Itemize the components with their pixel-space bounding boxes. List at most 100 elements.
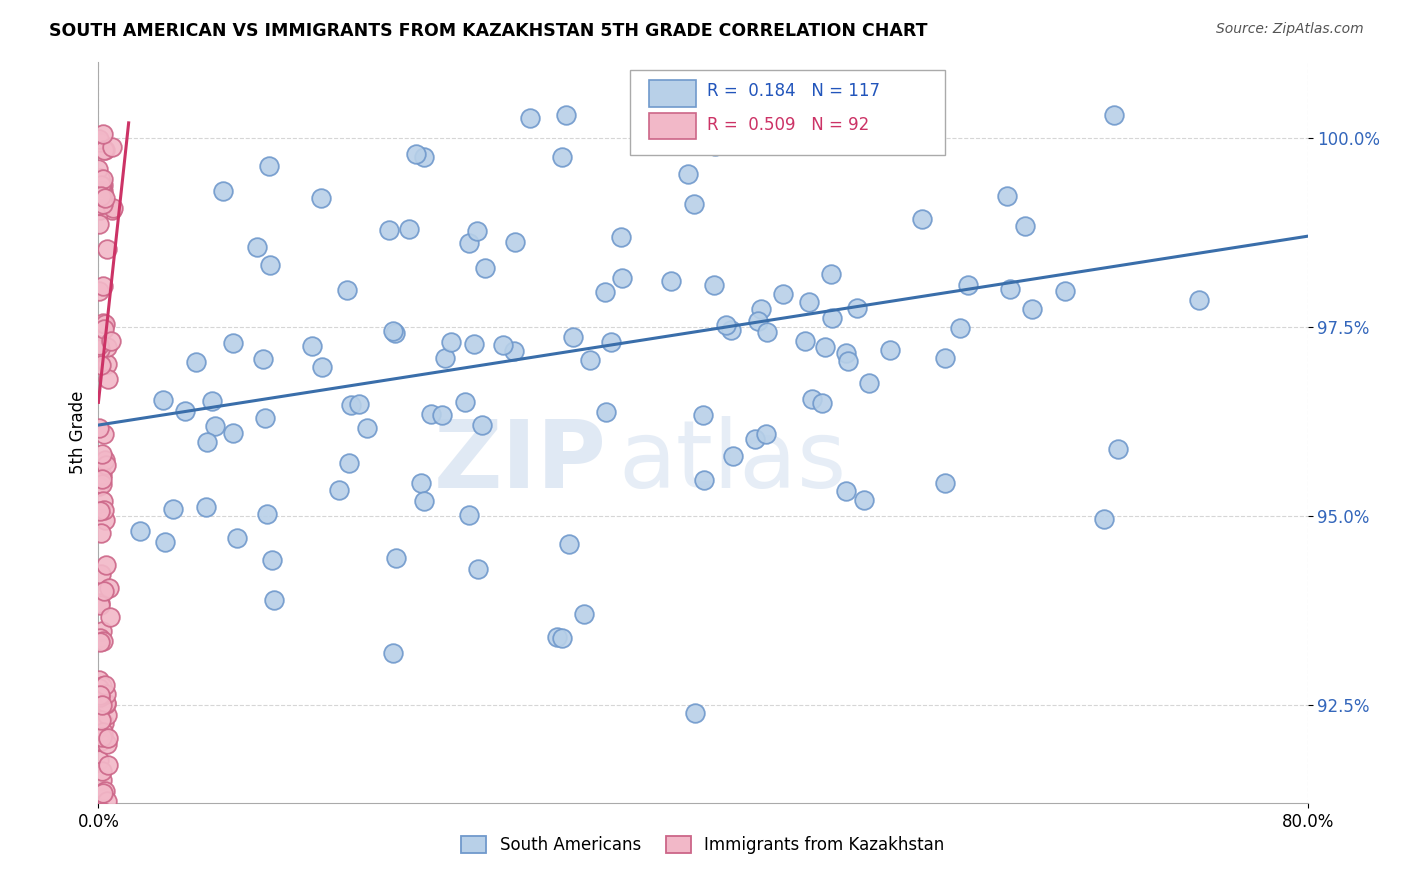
Point <box>93 143 115 157</box>
Point <box>382 646 405 660</box>
Point <box>96 340 118 354</box>
Point <box>254 411 277 425</box>
Point <box>610 271 633 285</box>
Point <box>995 189 1018 203</box>
Point <box>87 479 110 493</box>
Point <box>129 524 152 539</box>
Point <box>90 477 112 491</box>
FancyBboxPatch shape <box>648 80 696 107</box>
Point <box>89 135 111 149</box>
Point <box>377 223 399 237</box>
Point <box>340 398 363 412</box>
Point <box>91 194 114 208</box>
Point <box>204 419 226 434</box>
Point <box>412 494 434 508</box>
Point <box>336 284 359 298</box>
Point <box>90 358 112 372</box>
Point <box>721 449 744 463</box>
Point <box>328 483 350 497</box>
Point <box>699 113 721 128</box>
Point <box>467 562 489 576</box>
Point <box>96 757 118 772</box>
Point <box>458 508 481 523</box>
Point <box>97 581 120 595</box>
Text: R =  0.184   N = 117: R = 0.184 N = 117 <box>707 81 880 100</box>
Point <box>683 706 706 721</box>
Point <box>957 277 980 292</box>
Point <box>595 405 617 419</box>
Point <box>503 344 526 359</box>
Point <box>100 610 122 624</box>
Point <box>405 147 427 161</box>
Point <box>934 475 956 490</box>
Point <box>492 338 515 352</box>
Point <box>413 151 436 165</box>
Point <box>246 240 269 254</box>
Point <box>384 326 406 340</box>
Point <box>87 197 110 211</box>
Point <box>93 143 115 157</box>
Point <box>89 681 111 695</box>
Point <box>90 567 112 582</box>
Point <box>93 583 115 598</box>
Point <box>93 426 115 441</box>
Point <box>337 456 360 470</box>
Point <box>101 140 124 154</box>
Point <box>257 159 280 173</box>
Point <box>184 354 207 368</box>
Point <box>90 525 112 540</box>
Point <box>90 178 112 193</box>
Point <box>89 690 111 705</box>
Point <box>755 325 778 339</box>
Point <box>503 235 526 249</box>
Point <box>93 513 115 527</box>
Point <box>260 553 283 567</box>
Point <box>457 236 479 251</box>
Point <box>692 408 714 422</box>
Point <box>87 217 110 231</box>
Point <box>162 502 184 516</box>
Point <box>97 372 120 386</box>
Point <box>87 337 110 351</box>
Point <box>263 593 285 607</box>
Point <box>89 342 111 356</box>
Y-axis label: 5th Grade: 5th Grade <box>69 391 87 475</box>
Point <box>93 494 115 508</box>
Point <box>659 274 682 288</box>
Text: Source: ZipAtlas.com: Source: ZipAtlas.com <box>1216 22 1364 37</box>
Point <box>93 503 115 517</box>
Point <box>90 773 112 788</box>
Point <box>347 397 370 411</box>
Point <box>879 343 901 357</box>
Point <box>749 301 772 316</box>
Point <box>91 316 114 330</box>
Point <box>91 805 114 819</box>
FancyBboxPatch shape <box>648 112 696 139</box>
Point <box>382 324 405 338</box>
Point <box>835 484 858 499</box>
Point <box>811 395 834 409</box>
Point <box>96 688 118 702</box>
Point <box>222 425 245 440</box>
Point <box>89 171 111 186</box>
Point <box>551 631 574 645</box>
Point <box>1092 512 1115 526</box>
Point <box>91 184 114 198</box>
Point <box>799 295 821 310</box>
Point <box>93 786 115 800</box>
Point <box>949 321 972 335</box>
Point <box>96 696 118 710</box>
Point <box>793 334 815 349</box>
Point <box>195 435 218 450</box>
Point <box>755 426 778 441</box>
Point <box>385 550 408 565</box>
Point <box>89 688 111 702</box>
Point <box>911 211 934 226</box>
Point <box>94 458 117 472</box>
Point <box>301 339 323 353</box>
Point <box>550 151 572 165</box>
Point <box>94 453 117 467</box>
Point <box>409 476 432 491</box>
Point <box>89 635 111 649</box>
Point <box>934 351 956 366</box>
